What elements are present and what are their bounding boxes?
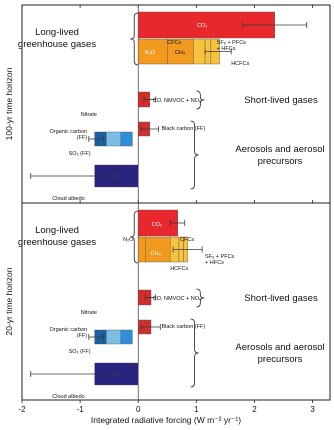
panel100-annotation-organic-carbon-ff: Organic carbon (FF) [49, 129, 87, 141]
panel20-annotation-sf-pfcs-hfcs: SF₆ + PFCs + HFCs [205, 254, 235, 266]
panel20-bar-ch [144, 236, 171, 263]
panel20-group-label-aerosols-1: Aerosols and aerosol [235, 342, 324, 353]
panel20-annotation-nitrate: Nitrate [81, 310, 97, 316]
panel20-annotation-so-ff: SO₂ (FF) [69, 349, 91, 355]
panel100-annotation-co: CO₂ [197, 23, 207, 29]
panel100-group-label-short-lived: Short-lived gases [244, 95, 318, 106]
panel20-annotation-co: CO₂ [152, 222, 162, 228]
panel20-annotation-cloud-albedo: Cloud albedo [52, 394, 84, 400]
panel100-annotation-hcfcs: HCFCs [231, 61, 249, 67]
x-tick-label: 3 [310, 405, 315, 414]
panel20-annotation-organic-carbon-ff: Organic carbon (FF) [49, 327, 87, 339]
panel100-annotation-sf-pfcs-hfcs: SF₆ + PFCs + HFCs [217, 40, 247, 52]
panel100-bar-organic-carbon-ff [106, 131, 121, 147]
x-tick-label: 1 [194, 405, 199, 414]
panel20-group-label-aerosols-2: precursors [258, 354, 303, 365]
panel20-annotation-ch: CH₄ [151, 251, 162, 257]
panel20-horizon-label: 20-yr time horizon [4, 267, 14, 335]
panel100-brace-aerosols [190, 120, 199, 190]
panel20-annotation-n-o: N₂O [123, 237, 134, 243]
panel100-bar-nitrate [120, 131, 133, 147]
x-axis-label: Integrated radiative forcing (W m⁻² yr⁻¹… [91, 415, 241, 425]
x-tick-label: 0 [136, 405, 141, 414]
panel100-annotation-so-ff: SO₂ (FF) [69, 151, 91, 157]
panel20-annotation-black-carbon-ff: Black carbon (FF) [161, 324, 205, 330]
panel100-group-label-aerosols-1: Aerosols and aerosol [235, 144, 324, 155]
panel20-bar-n-o [138, 236, 146, 263]
panel20-annotation-hcfcs: HCFCs [170, 266, 188, 272]
panel100-annotation-cfcs: CFCs [167, 40, 181, 46]
panel100-horizon-label: 100-yr time horizon [4, 67, 14, 140]
panel100-group-label-long-lived-1: Long-lived [35, 27, 79, 38]
panel20-annotation-co-nmvoc-no: CO, NMVOC + NOₓ [153, 296, 201, 302]
panel100-annotation-cloud-albedo: Cloud albedo [52, 196, 84, 202]
panel20-group-label-short-lived: Short-lived gases [244, 293, 318, 304]
panel20-bar-nitrate [120, 329, 133, 345]
panel100-annotation-nitrate: Nitrate [81, 112, 97, 118]
panel100-annotation-n-o: N₂O [145, 50, 156, 56]
panel100-annotation-co-nmvoc-no: CO, NMVOC + NOₓ [153, 98, 201, 104]
panel100-group-label-long-lived-2: greenhouse gases [18, 39, 96, 50]
panel20-bar-organic-carbon-ff [106, 329, 121, 345]
panel20-group-label-long-lived-2: greenhouse gases [18, 237, 96, 248]
panel20-brace-aerosols [190, 318, 199, 388]
panel20-annotation-cfcs: CFCs [180, 237, 194, 243]
x-tick-label: -2 [18, 405, 26, 414]
x-tick-label: 2 [252, 405, 257, 414]
panel100-bar-cfcs [193, 38, 206, 65]
x-tick-label: -1 [77, 405, 85, 414]
panel100-annotation-black-carbon-ff: Black carbon (FF) [161, 126, 205, 132]
panel100-group-label-aerosols-2: precursors [258, 156, 303, 167]
panel100-annotation-ch: CH₄ [175, 50, 186, 56]
panel20-group-label-long-lived-1: Long-lived [35, 225, 79, 236]
panel100-bar-n-o [138, 38, 168, 65]
panel100-brace-long-lived [130, 12, 139, 66]
